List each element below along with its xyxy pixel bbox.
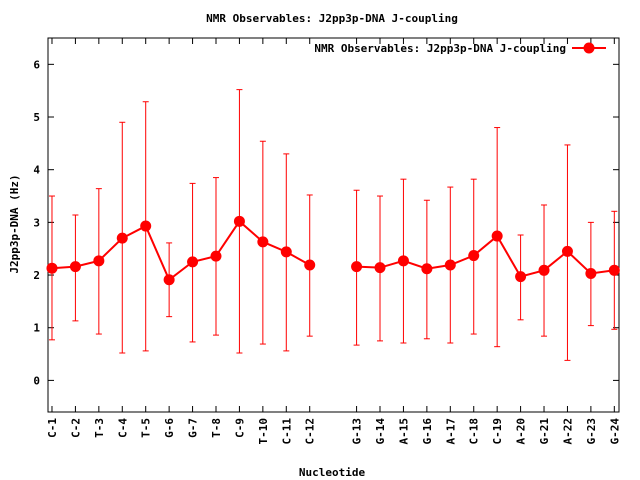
data-point xyxy=(397,255,409,267)
x-tick-label: C-18 xyxy=(468,418,481,445)
x-tick-label: G-16 xyxy=(421,418,434,445)
x-tick-label: A-17 xyxy=(444,418,457,445)
x-tick-label: G-23 xyxy=(585,418,598,445)
x-tick-label: G-13 xyxy=(351,418,364,445)
x-tick-label: T-8 xyxy=(210,418,223,438)
x-tick-label: T-5 xyxy=(140,418,153,438)
data-point xyxy=(233,215,245,227)
x-tick-label: A-15 xyxy=(397,418,410,445)
data-point xyxy=(116,232,128,244)
chart-title: NMR Observables: J2pp3p-DNA J-coupling xyxy=(206,12,458,25)
x-tick-label: C-11 xyxy=(280,418,293,445)
data-point xyxy=(69,261,81,273)
error-bars xyxy=(48,89,618,361)
x-tick-label: G-14 xyxy=(374,418,387,445)
y-tick-label: 4 xyxy=(33,164,40,177)
x-tick-label: T-10 xyxy=(257,418,270,445)
data-point xyxy=(374,262,386,274)
data-point xyxy=(280,246,292,258)
data-point xyxy=(187,256,199,268)
data-point xyxy=(257,236,269,248)
x-tick-label: C-19 xyxy=(491,418,504,445)
data-point xyxy=(46,262,58,274)
legend-marker xyxy=(583,42,595,54)
data-point xyxy=(140,220,152,232)
data-point xyxy=(304,259,316,271)
x-tick-label: C-9 xyxy=(233,418,246,438)
legend: NMR Observables: J2pp3p-DNA J-coupling xyxy=(314,42,606,55)
data-point xyxy=(351,261,363,273)
x-tick-label: G-7 xyxy=(187,418,200,438)
data-point xyxy=(538,264,550,276)
data-point xyxy=(468,250,480,262)
x-tick-label: A-20 xyxy=(515,418,528,445)
x-tick-label: T-3 xyxy=(93,418,106,438)
x-tick-label: A-22 xyxy=(561,418,574,445)
y-tick-label: 5 xyxy=(33,111,40,124)
y-tick-label: 2 xyxy=(33,269,40,282)
data-point xyxy=(444,259,456,271)
series-lines xyxy=(51,219,615,282)
data-points xyxy=(46,215,620,286)
series-line xyxy=(51,219,311,282)
legend-label: NMR Observables: J2pp3p-DNA J-coupling xyxy=(314,42,566,55)
y-axis-label: J2pp3p-DNA (Hz) xyxy=(8,174,21,273)
axes: 0 1 2 3 4 5 6 C-1 C-2 T-3 C-4 T-5 G-6 G-7 T-8 C-9 T-10 C-… xyxy=(33,37,621,445)
y-tick-label: 1 xyxy=(33,322,40,335)
data-point xyxy=(561,245,573,257)
y-tick-label: 6 xyxy=(33,58,40,71)
data-point xyxy=(585,267,597,279)
x-tick-label: C-4 xyxy=(116,418,129,438)
data-point xyxy=(163,274,175,286)
data-point xyxy=(421,263,433,275)
data-point xyxy=(608,264,620,276)
x-tick-label: C-12 xyxy=(304,418,317,445)
data-point xyxy=(210,250,222,262)
y-tick-label: 3 xyxy=(33,216,40,229)
data-point xyxy=(93,255,105,267)
x-tick-label: C-2 xyxy=(69,418,82,438)
data-point xyxy=(515,271,527,283)
x-tick-label: G-6 xyxy=(163,418,176,438)
y-tick-label: 0 xyxy=(33,374,40,387)
x-tick-label: G-24 xyxy=(608,418,621,445)
data-point xyxy=(491,230,503,242)
plot-frame xyxy=(47,37,620,413)
x-axis-label: Nucleotide xyxy=(299,466,366,479)
x-tick-label: G-21 xyxy=(538,418,551,445)
series-line xyxy=(356,234,615,278)
x-tick-label: C-1 xyxy=(46,418,59,438)
